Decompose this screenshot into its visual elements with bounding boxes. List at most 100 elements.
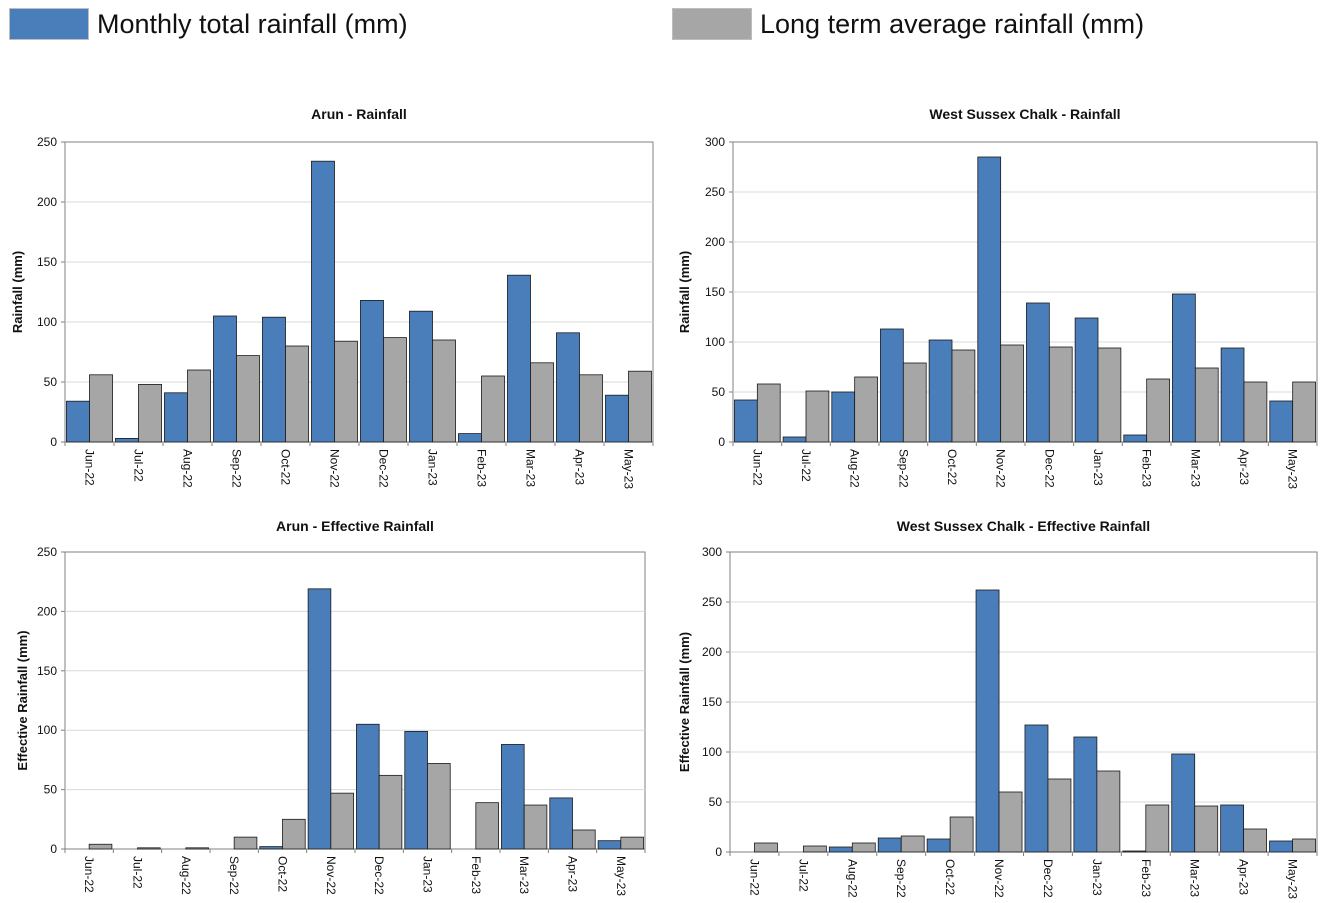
bar-average — [330, 792, 354, 850]
bar-average — [383, 337, 407, 443]
y-axis-title: Rainfall (mm) — [10, 251, 25, 333]
bar-monthly — [458, 433, 482, 443]
y-tick-label: 200 — [705, 235, 725, 249]
x-tick-label: Aug-22 — [845, 859, 859, 898]
chart-title: Arun - Rainfall — [311, 106, 407, 122]
bar-average — [1146, 378, 1170, 443]
bar-monthly — [1220, 347, 1245, 443]
x-tick-label: Oct-22 — [943, 859, 957, 895]
x-tick-label: Jul-22 — [799, 449, 813, 482]
bar-monthly — [409, 310, 433, 443]
bar-average — [851, 842, 876, 853]
bar-monthly — [259, 846, 283, 850]
bar-monthly — [1026, 302, 1050, 443]
bar-average — [854, 376, 878, 443]
y-tick-label: 150 — [37, 255, 57, 269]
x-tick-label: Mar-23 — [1188, 449, 1202, 487]
bar-monthly — [66, 400, 90, 443]
x-tick-label: Jan-23 — [426, 449, 440, 486]
chart-title: Arun - Effective Rainfall — [276, 518, 434, 534]
bar-average — [523, 804, 548, 850]
chart-title: West Sussex Chalk - Effective Rainfall — [897, 518, 1150, 534]
bar-monthly — [356, 723, 380, 850]
bar-monthly — [975, 589, 1000, 853]
bar-average — [805, 390, 830, 443]
x-tick-label: Apr-23 — [1237, 449, 1251, 485]
west-sussex-chalk-effective-rainfall-chart: West Sussex Chalk - Effective Rainfall 0 5… — [661, 503, 1322, 903]
bar-average — [802, 845, 827, 853]
y-tick-label: 50 — [44, 783, 58, 797]
bar-average — [754, 842, 778, 853]
x-tick-label: Jun-22 — [750, 449, 764, 486]
y-tick-label: 0 — [50, 435, 57, 449]
bar-monthly — [734, 399, 758, 443]
x-tick-label: Sep-22 — [894, 859, 908, 898]
bar-average — [233, 836, 258, 850]
y-tick-label: 250 — [705, 185, 725, 199]
x-tick-label: Mar-23 — [1188, 859, 1202, 897]
bar-monthly — [1171, 753, 1196, 853]
bar-average — [138, 383, 162, 443]
bar-monthly — [926, 838, 951, 853]
x-tick-label: Jan-23 — [421, 856, 435, 893]
x-tick-label: May-23 — [1286, 449, 1300, 489]
x-tick-label: Nov-22 — [992, 859, 1006, 898]
y-tick-label: 250 — [702, 595, 722, 609]
y-tick-label: 100 — [37, 723, 57, 737]
bar-monthly — [977, 156, 1002, 443]
y-tick-label: 300 — [702, 545, 722, 559]
x-tick-label: Nov-22 — [324, 856, 338, 895]
x-tick-label: Jul-22 — [132, 449, 146, 482]
bar-monthly — [1073, 736, 1098, 853]
bar-monthly — [1024, 724, 1049, 853]
bar-monthly — [501, 744, 525, 850]
bar-monthly — [1074, 317, 1099, 443]
bar-average — [530, 362, 554, 443]
x-tick-label: Apr-23 — [1237, 859, 1251, 895]
west-sussex-chalk-rainfall-chart: West Sussex Chalk - Rainfall 0 50 100 150 200… — [661, 100, 1322, 500]
x-tick-label: Aug-22 — [848, 449, 862, 488]
bar-average — [1047, 778, 1072, 853]
x-tick-label: Feb-23 — [1140, 449, 1154, 487]
bar-monthly — [1172, 293, 1196, 443]
bar-average — [628, 370, 652, 443]
x-tick-label: Apr-23 — [573, 449, 587, 485]
legend-label-average: Long term average rainfall (mm) — [760, 8, 1145, 39]
y-tick-label: 200 — [702, 645, 722, 659]
bar-monthly — [828, 846, 853, 853]
x-tick-label: Oct-22 — [276, 856, 290, 892]
bar-monthly — [782, 436, 807, 443]
west-sussex-chalk-effective-rainfall-svg: West Sussex Chalk - Effective Rainfall 0 5… — [677, 518, 1318, 899]
legend-label-monthly: Monthly total rainfall (mm) — [97, 8, 408, 39]
bar-monthly — [556, 332, 580, 443]
bar-average — [620, 836, 644, 850]
x-tick-label: Nov-22 — [328, 449, 342, 488]
bar-average — [427, 763, 451, 850]
bar-monthly — [928, 339, 953, 443]
arun-rainfall-svg: Arun - Rainfall 0 50 100 150 200 250 Rainfall (… — [10, 106, 654, 489]
bar-average — [88, 843, 113, 850]
y-tick-label: 200 — [37, 195, 57, 209]
bar-average — [334, 340, 358, 443]
bar-monthly — [307, 588, 332, 850]
bar-average — [432, 339, 456, 443]
legend-swatch-average — [672, 8, 752, 40]
bar-monthly — [1269, 400, 1294, 443]
bar-average — [1000, 344, 1024, 443]
y-tick-label: 200 — [37, 604, 57, 618]
bar-average — [1194, 805, 1219, 853]
x-tick-label: Oct-22 — [279, 449, 293, 485]
bar-monthly — [1269, 840, 1293, 853]
bar-average — [1145, 804, 1170, 853]
legend-item-monthly: Monthly total rainfall (mm) — [9, 6, 408, 42]
x-tick-label: Dec-22 — [372, 856, 386, 895]
bar-monthly — [880, 328, 904, 443]
y-axis-title: Rainfall (mm) — [677, 251, 692, 333]
bar-monthly — [360, 299, 384, 443]
bar-average — [137, 847, 161, 850]
x-tick-label: Jun-22 — [82, 856, 96, 893]
bar-average — [949, 816, 974, 853]
y-tick-label: 100 — [705, 335, 725, 349]
x-tick-label: Dec-22 — [377, 449, 391, 488]
bar-average — [1194, 367, 1219, 443]
